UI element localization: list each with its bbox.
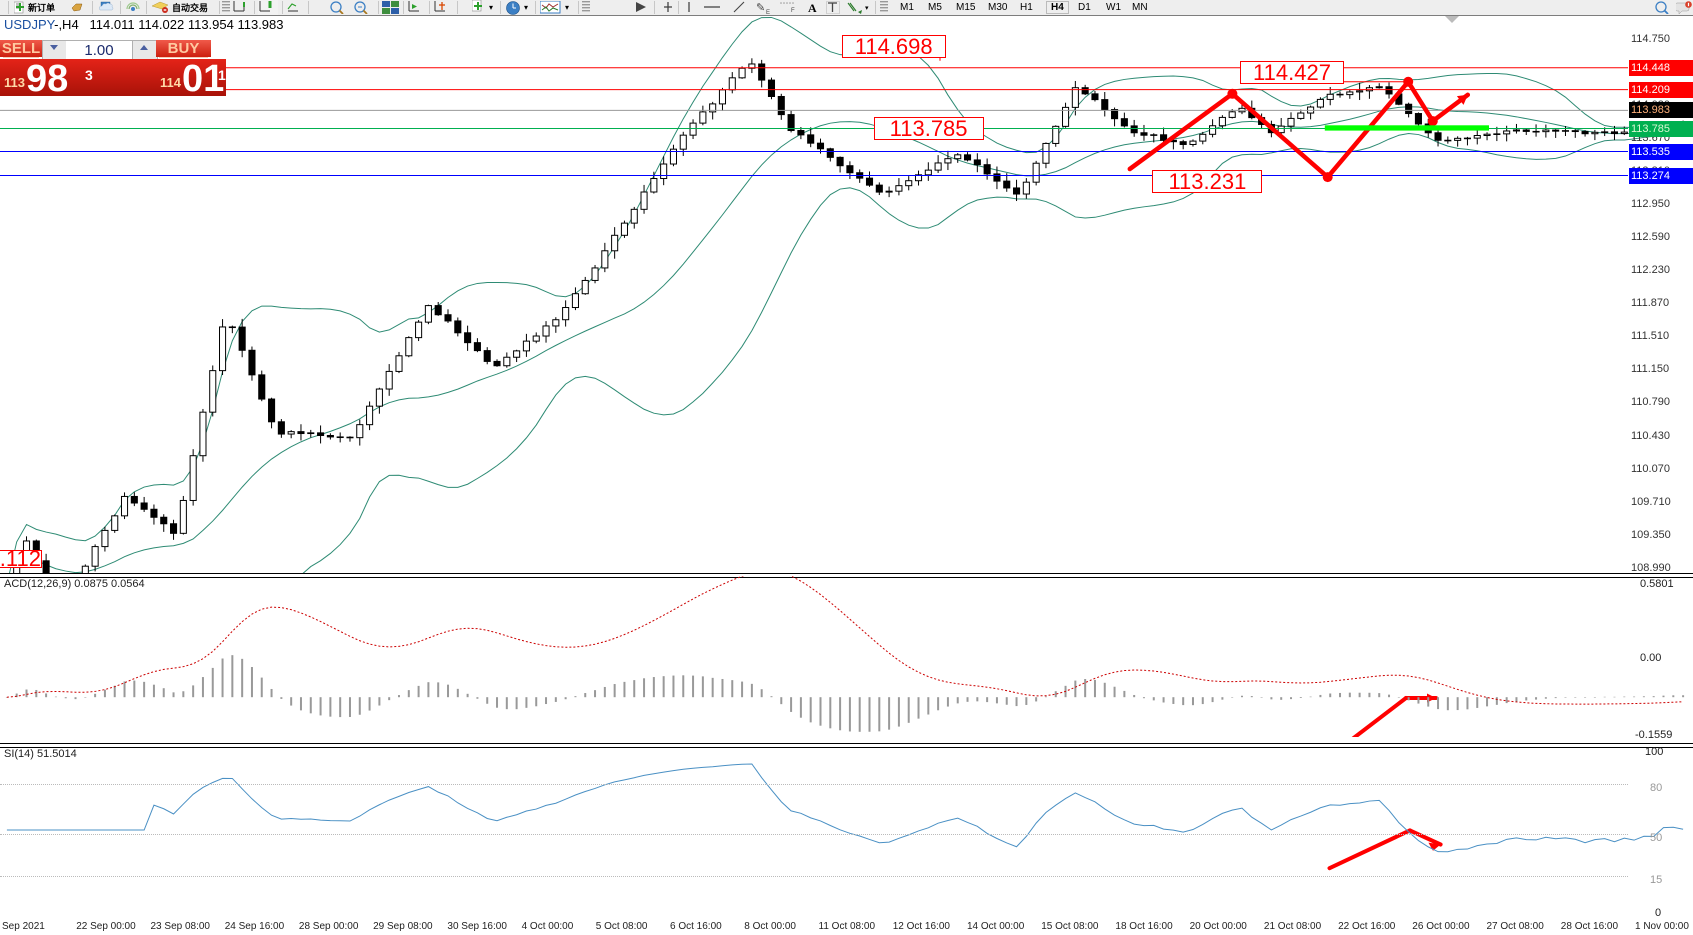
svg-text:F: F xyxy=(791,8,795,12)
svg-text:E: E xyxy=(766,10,770,14)
svg-text:✎: ✎ xyxy=(756,2,765,14)
